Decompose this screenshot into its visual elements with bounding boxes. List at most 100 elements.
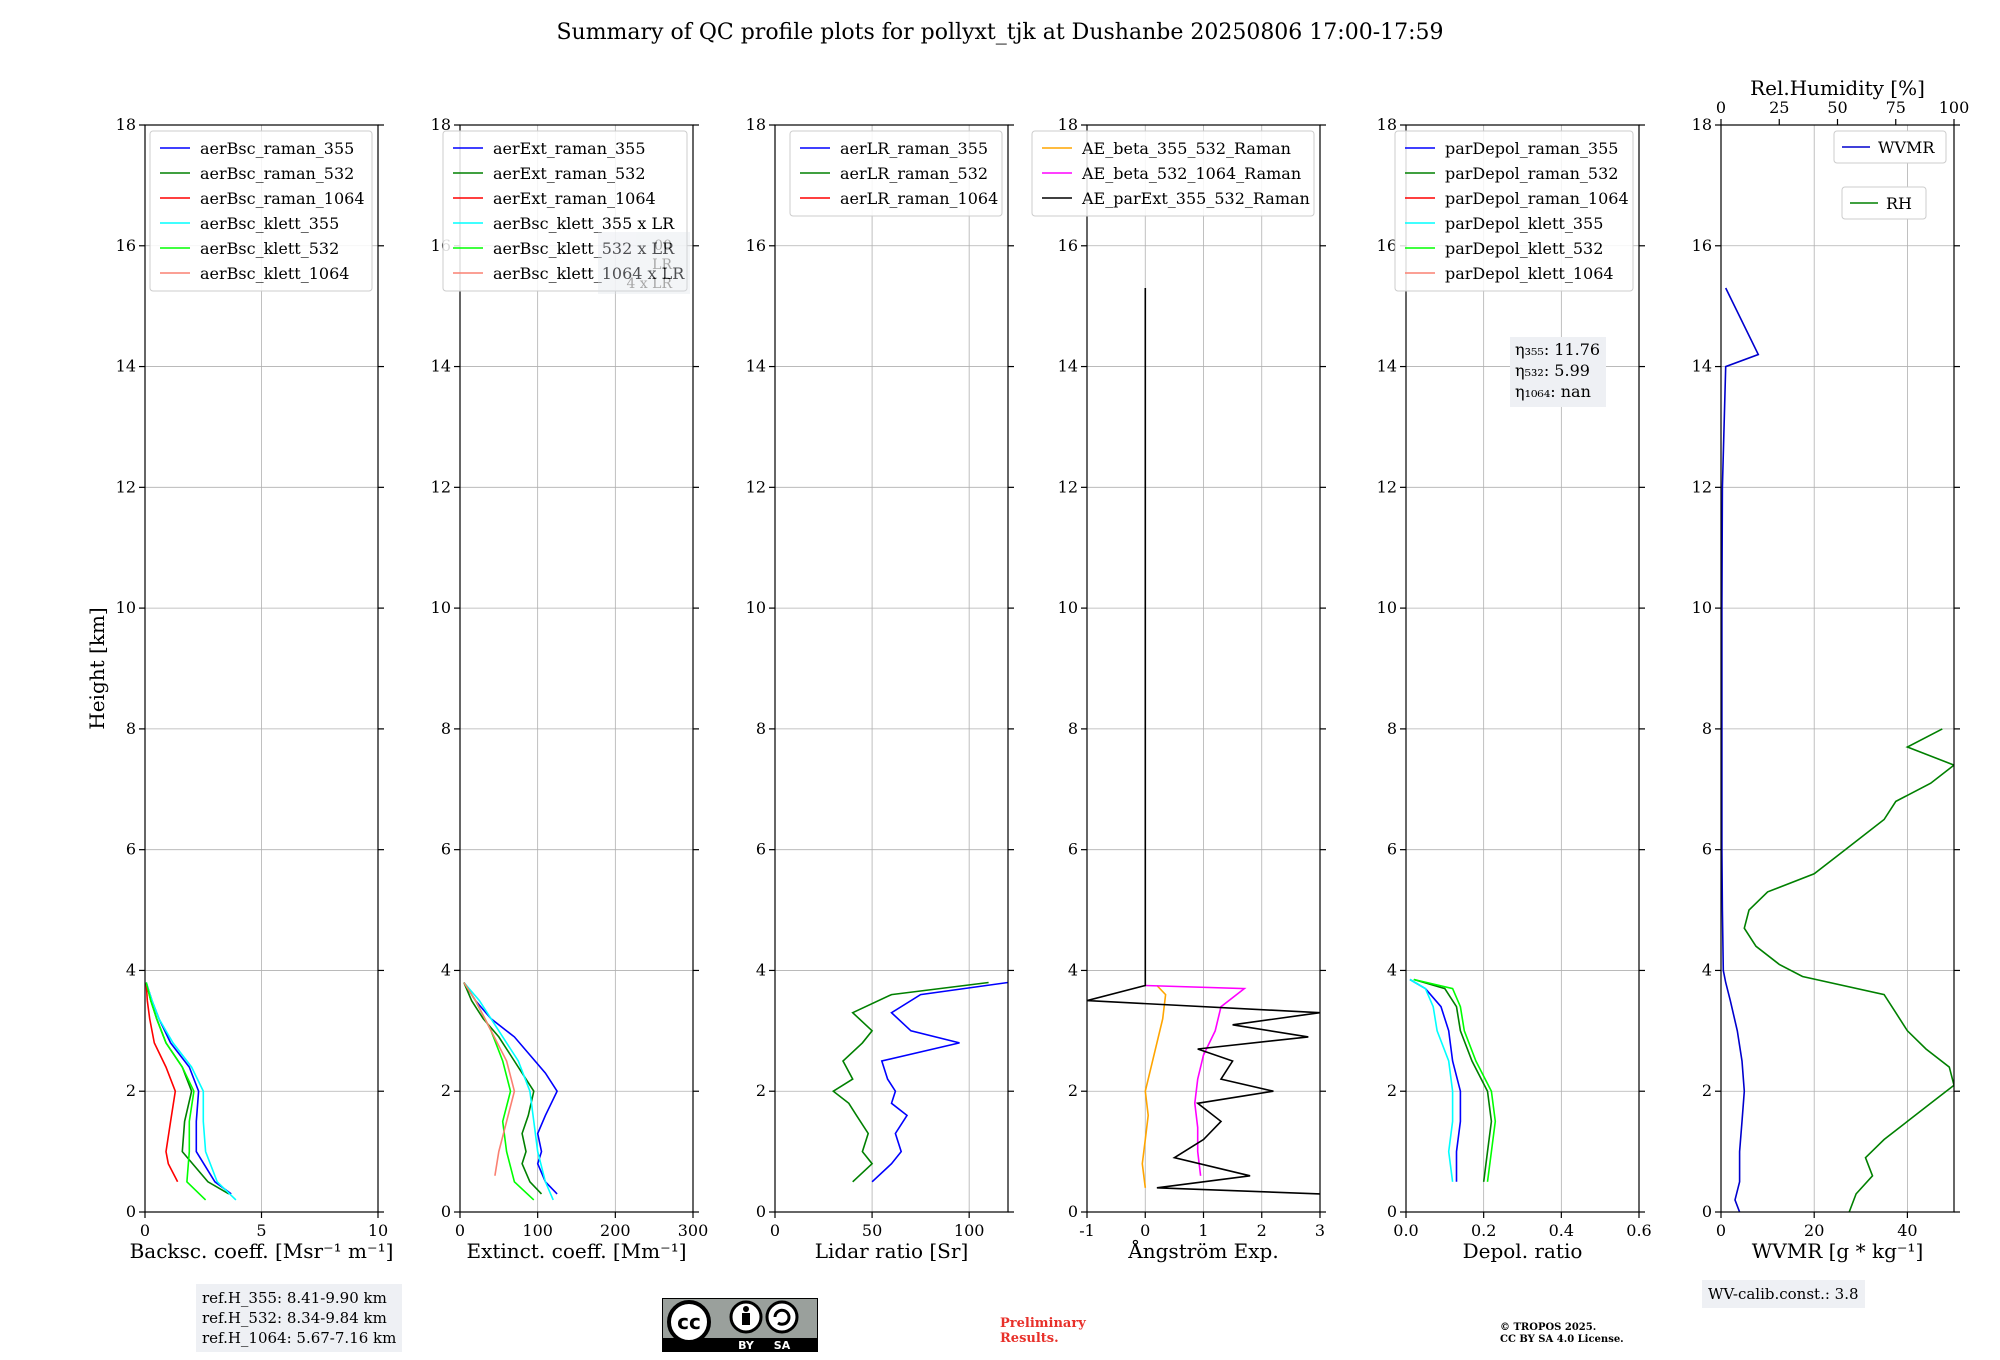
reference-height-box: ref.H_355: 8.41-9.90 km ref.H_532: 8.34-…	[196, 1284, 403, 1352]
y-tick-label: 10	[1692, 598, 1712, 617]
y-tick-label: 18	[1058, 115, 1078, 134]
legend-entry: parDepol_raman_1064	[1445, 189, 1629, 208]
legend-entry: aerBsc_klett_532	[200, 239, 339, 258]
legend: parDepol_raman_355 parDepol_raman_532 parD…	[1394, 130, 1634, 292]
legend-entry: aerBsc_klett_1064 x LR	[493, 264, 685, 283]
series-line-aerLR_raman_355	[871, 981, 1008, 1183]
preliminary-results-note: Preliminary Results.	[1000, 1316, 1086, 1346]
y-tick-label: 8	[1702, 719, 1712, 738]
legend-entry: aerExt_raman_532	[493, 164, 646, 183]
x-tick-label: 0	[770, 1221, 780, 1240]
x2-tick-label: 0	[1716, 98, 1726, 117]
legend-entry: aerBsc_klett_355 x LR	[493, 214, 675, 233]
y-tick-label: 12	[431, 477, 451, 496]
series-line-aerBsc_raman_532	[145, 982, 230, 1195]
y-tick-label: 2	[1702, 1081, 1712, 1100]
legend: aerBsc_raman_355 aerBsc_raman_532 aerBsc_r…	[149, 130, 373, 292]
y-tick-label: 2	[441, 1081, 451, 1100]
y-tick-label: 6	[756, 840, 766, 859]
y-tick-label: 8	[1387, 719, 1397, 738]
y-tick-label: 18	[1377, 115, 1397, 134]
y-tick-label: 8	[756, 719, 766, 738]
sa-label: SA	[774, 1339, 791, 1352]
x2-axis-label: Rel.Humidity [%]	[1750, 76, 1925, 100]
x-tick-label: 0	[140, 1221, 150, 1240]
x-axis-label: Depol. ratio	[1463, 1239, 1583, 1263]
x-axis-label: Backsc. coeff. [Msr⁻¹ m⁻¹]	[130, 1239, 394, 1263]
ref-height-532: ref.H_532: 8.34-9.84 km	[202, 1309, 387, 1327]
y-tick-label: 16	[116, 236, 136, 255]
ghost-text: 00	[654, 238, 672, 254]
legend-entry: AE_beta_532_1064_Raman	[1081, 164, 1301, 183]
y-tick-label: 12	[746, 477, 766, 496]
x-tick-label: 3	[1315, 1221, 1325, 1240]
legend-entry: AE_parExt_355_532_Raman	[1081, 189, 1310, 208]
y-tick-label: 2	[756, 1081, 766, 1100]
legend-box	[442, 130, 688, 292]
y-tick-label: 14	[431, 357, 451, 376]
series-line-parDepol_klett_355	[1409, 978, 1454, 1182]
legend-entry: AE_beta_355_532_Raman	[1081, 139, 1291, 158]
legend-box	[149, 130, 373, 292]
legend-entry: parDepol_klett_1064	[1445, 264, 1614, 283]
series-line-aerBsc_klett_355 x LR	[463, 981, 554, 1201]
x-tick-label: 2	[1257, 1221, 1267, 1240]
legend-entry: parDepol_klett_355	[1445, 214, 1603, 233]
legend-box	[1833, 130, 1947, 164]
y-tick-label: 12	[1692, 477, 1712, 496]
y-tick-label: 16	[1692, 236, 1712, 255]
wv-calibration-constant: WV-calib.const.: 3.8	[1708, 1285, 1859, 1303]
y-tick-label: 2	[126, 1081, 136, 1100]
series-line-aerBsc_klett_355	[145, 982, 237, 1201]
series-line-aerLR_raman_532	[831, 981, 989, 1183]
x-axis-label: Lidar ratio [Sr]	[815, 1239, 969, 1263]
y-tick-label: 14	[1692, 357, 1712, 376]
x-tick-label: 50	[862, 1221, 882, 1240]
x-tick-label: 100	[522, 1221, 553, 1240]
ghost-text: 4 x LR	[626, 276, 672, 292]
axes-frame	[1720, 124, 1955, 1213]
y-tick-label: 10	[746, 598, 766, 617]
legend-box	[789, 130, 1003, 217]
y-tick-label: 16	[746, 236, 766, 255]
legend-entry: aerBsc_raman_1064	[200, 189, 365, 208]
legend-entry: aerExt_raman_1064	[493, 189, 656, 208]
y-tick-label: 18	[431, 115, 451, 134]
series-line-parDepol_raman_532	[1413, 978, 1493, 1182]
axes-frame	[1405, 124, 1640, 1213]
x-tick-label: 0.6	[1626, 1221, 1651, 1240]
ghost-annotation: 00 LR 4 x LR	[598, 232, 690, 294]
x-tick-label: 5	[256, 1221, 266, 1240]
y-tick-label: 6	[126, 840, 136, 859]
x-tick-label: 0	[1140, 1221, 1150, 1240]
legend-entry: RH	[1886, 194, 1912, 213]
x-tick-label: 200	[600, 1221, 631, 1240]
x-tick-label: 0	[455, 1221, 465, 1240]
x-axis-label: Extinct. coeff. [Mm⁻¹]	[466, 1239, 686, 1263]
y-tick-label: 14	[116, 357, 136, 376]
legend-entry: WVMR	[1878, 138, 1935, 157]
eta-value: η₅₃₂: 5.99	[1515, 361, 1590, 380]
y-tick-label: 14	[1058, 357, 1078, 376]
x-axis-label: Ångström Exp.	[1127, 1238, 1278, 1263]
ghost-text: LR	[652, 257, 672, 273]
y-tick-label: 16	[1058, 236, 1078, 255]
ghost-bg	[598, 232, 690, 294]
y-tick-label: 2	[1387, 1081, 1397, 1100]
axes-frame	[459, 124, 694, 1213]
y-tick-label: 14	[746, 357, 766, 376]
y-tick-label: 4	[1702, 960, 1712, 979]
y-tick-label: 18	[116, 115, 136, 134]
y-tick-label: 18	[746, 115, 766, 134]
y-tick-label: 4	[1068, 960, 1078, 979]
y-tick-label: 4	[756, 960, 766, 979]
legend-entry: aerBsc_raman_355	[200, 139, 354, 158]
x-tick-label: -1	[1079, 1221, 1095, 1240]
cc-license-logo: cc BY SA	[662, 1298, 818, 1352]
legend-entry: parDepol_raman_355	[1445, 139, 1618, 158]
y-tick-label: 0	[1387, 1202, 1397, 1221]
